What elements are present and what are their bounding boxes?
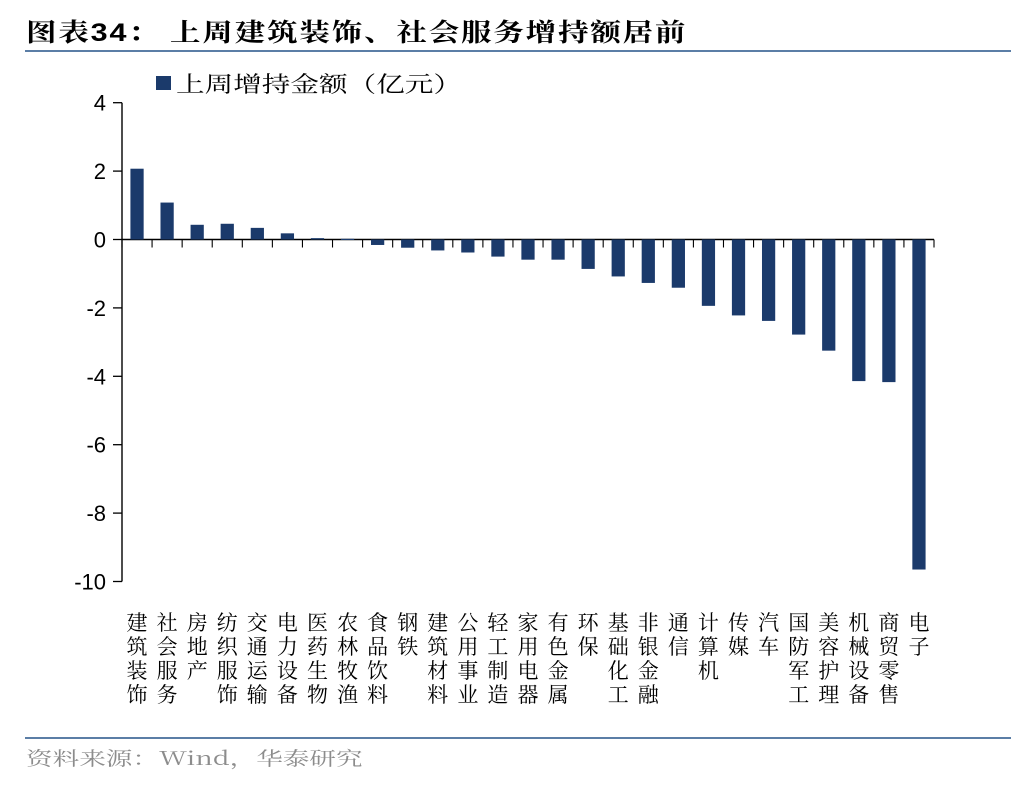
svg-text:4: 4 bbox=[94, 91, 106, 116]
svg-text:2: 2 bbox=[94, 159, 106, 184]
svg-text:-10: -10 bbox=[74, 570, 106, 595]
svg-text:-6: -6 bbox=[86, 433, 106, 458]
svg-text:0: 0 bbox=[94, 228, 106, 253]
svg-text:-2: -2 bbox=[86, 296, 106, 321]
svg-text:-4: -4 bbox=[86, 364, 106, 389]
svg-text:-8: -8 bbox=[86, 501, 106, 526]
